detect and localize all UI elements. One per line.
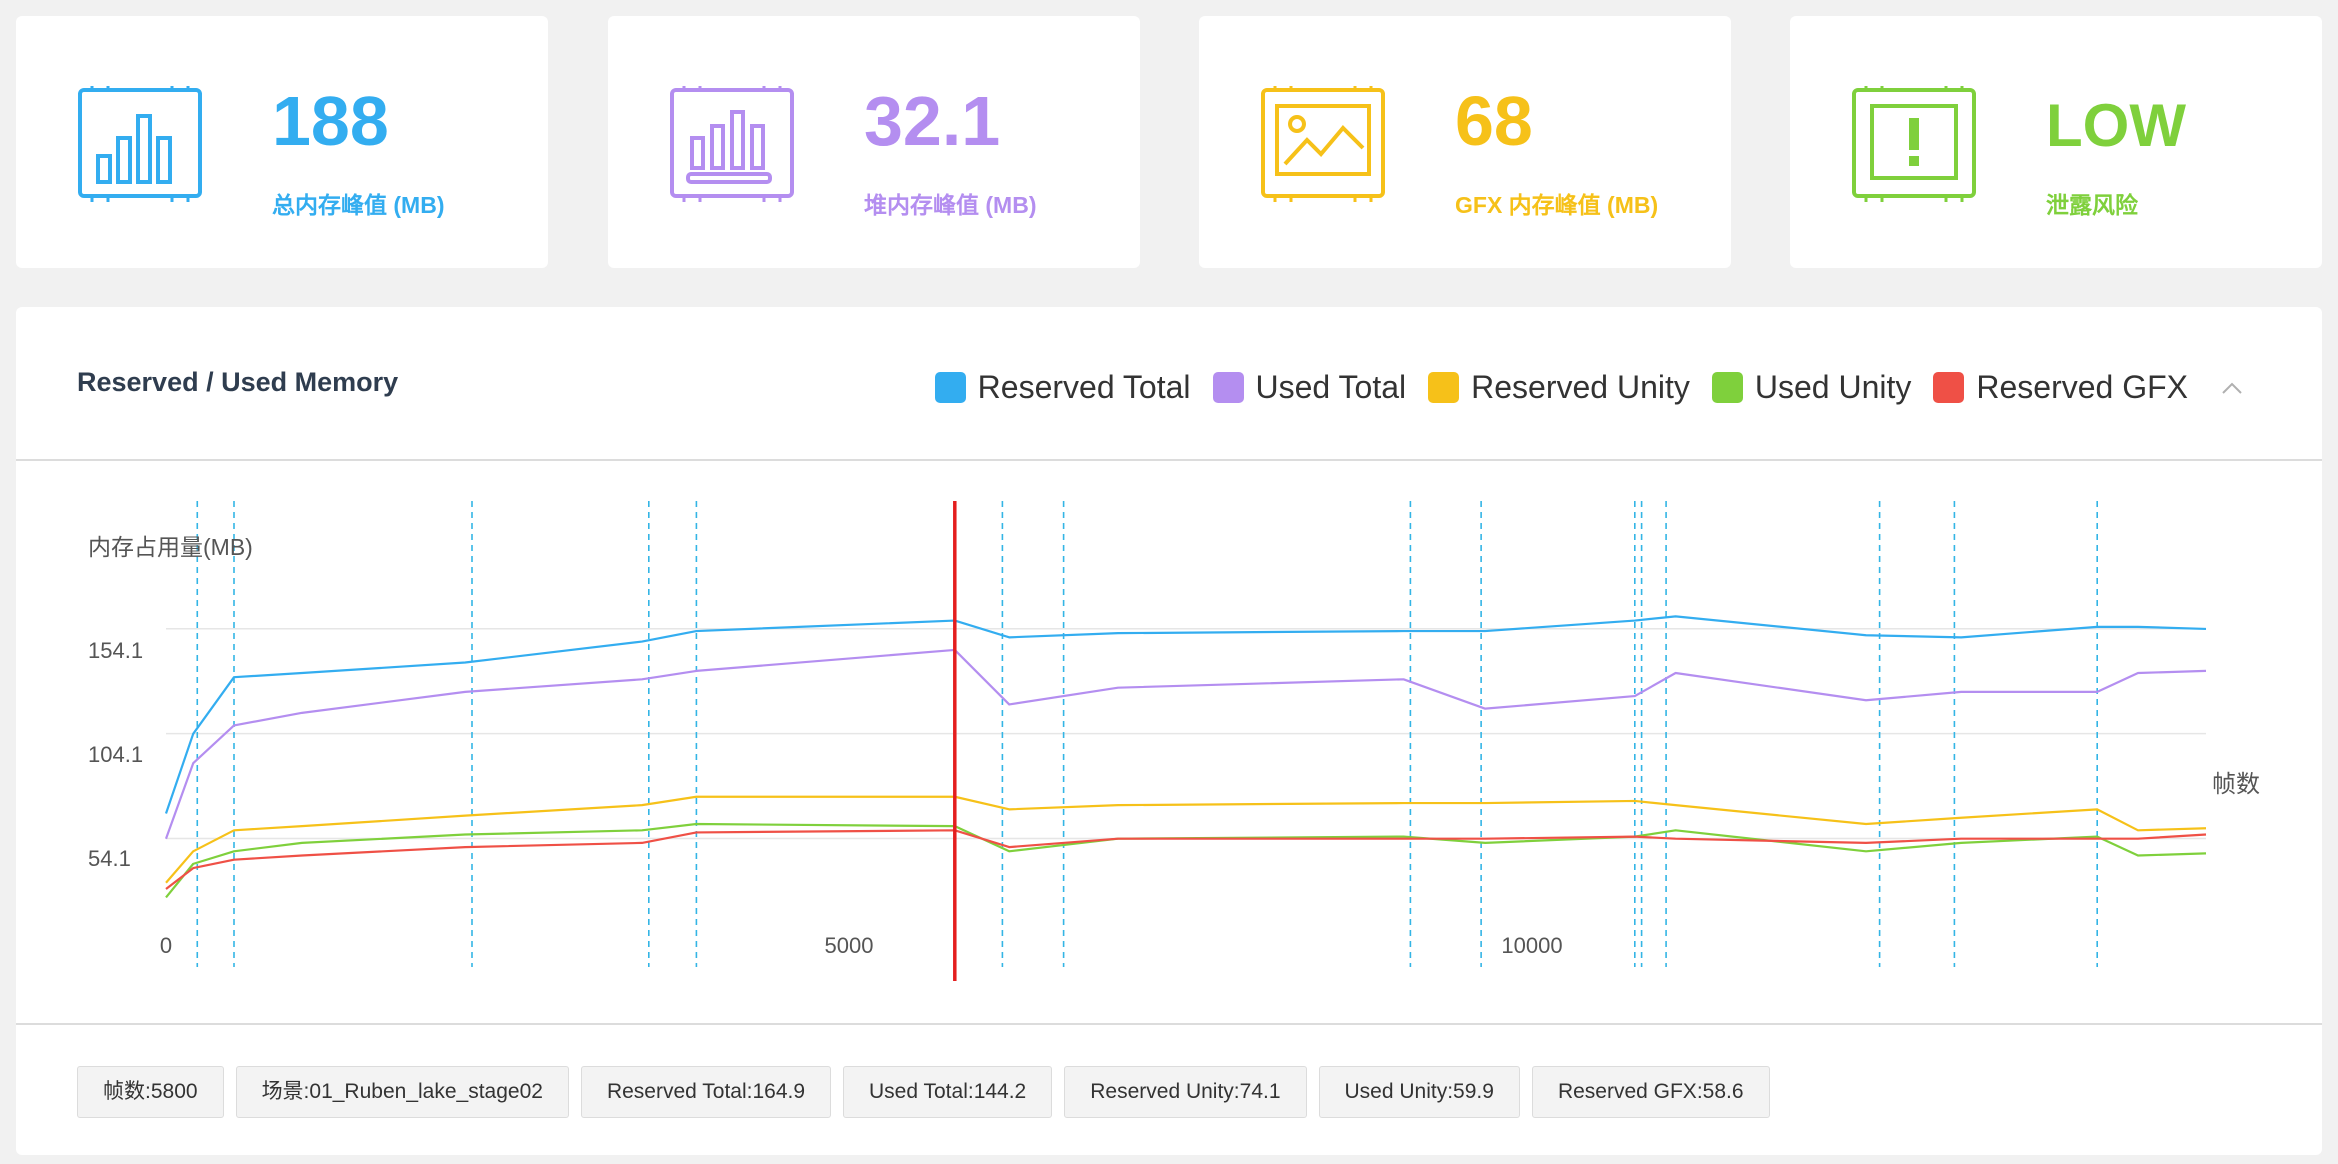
- total-memory-peak-label: 总内存峰值 (MB): [272, 192, 445, 218]
- chart-axes: 内存占用量(MB) 帧数 154.1 104.1 54.1 0 5000 100…: [88, 534, 2260, 958]
- legend-reserved-total[interactable]: Reserved Total: [934, 368, 1191, 406]
- legend-reserved-unity[interactable]: Reserved Unity: [1428, 369, 1690, 406]
- heap-memory-peak-label: 堆内存峰值 (MB): [864, 192, 1037, 218]
- leak-risk-card: LOW 泄露风险: [1790, 16, 2322, 268]
- x-axis-label: 帧数: [2212, 771, 2260, 798]
- gfx-memory-peak-card: 68 GFX 内存峰值 (MB): [1199, 16, 1731, 268]
- legend-swatch: [1212, 371, 1244, 403]
- image-icon: [1261, 86, 1385, 202]
- heap-memory-peak-card: 32.1 堆内存峰值 (MB): [608, 16, 1140, 268]
- heap-chart-icon: [670, 86, 794, 202]
- scene-tag: 场景:01_Ruben_lake_stage02: [235, 1066, 569, 1118]
- leak-risk-label: 泄露风险: [2046, 192, 2138, 218]
- x-tick-label: 0: [160, 933, 172, 958]
- collapse-button[interactable]: [2212, 367, 2252, 407]
- leak-risk-value: LOW: [2046, 92, 2186, 159]
- legend-swatch: [1933, 371, 1965, 403]
- series-line-reserved-gfx: [165, 829, 2207, 890]
- legend-swatch: [1711, 371, 1743, 403]
- y-tick-label: 104.1: [88, 742, 143, 767]
- bar-chart-icon: [78, 86, 202, 202]
- frame-tag: 帧数:5800: [77, 1066, 224, 1118]
- y-tick-label: 54.1: [88, 846, 131, 871]
- legend-used-total[interactable]: Used Total: [1212, 368, 1407, 406]
- header-divider: [16, 459, 2322, 461]
- legend-used-unity[interactable]: Used Unity: [1711, 368, 1912, 406]
- chart-markers: [196, 501, 2098, 967]
- legend-label: Reserved Unity: [1471, 368, 1690, 405]
- gfx-memory-peak-label: GFX 内存峰值 (MB): [1455, 192, 1659, 218]
- legend-swatch: [1428, 371, 1460, 403]
- series-line-reserved-total: [164, 615, 2207, 814]
- warning-icon: [1852, 86, 1976, 202]
- footer-divider: [16, 1023, 2322, 1025]
- series-line-reserved-unity: [165, 795, 2207, 884]
- legend-label: Reserved GFX: [1976, 368, 2188, 405]
- reserved-gfx-tag: Reserved GFX:58.6: [1531, 1066, 1770, 1118]
- total-memory-peak-value: 188: [272, 82, 389, 160]
- memory-chart-panel: Reserved / Used Memory Reserved Total Us…: [16, 307, 2322, 1155]
- chart-legend: Reserved Total Used Total Reserved Unity…: [913, 367, 2188, 407]
- x-tick-label: 10000: [1501, 933, 1562, 958]
- legend-swatch: [934, 371, 966, 403]
- total-memory-peak-card: 188 总内存峰值 (MB): [16, 16, 548, 268]
- heap-memory-peak-value: 32.1: [864, 82, 1001, 160]
- frame-info-tags: 帧数:5800 场景:01_Ruben_lake_stage02 Reserve…: [77, 1066, 1782, 1118]
- series-line-used-total: [164, 648, 2207, 840]
- reserved-total-tag: Reserved Total:164.9: [580, 1066, 832, 1118]
- used-unity-tag: Used Unity:59.9: [1318, 1066, 1520, 1118]
- legend-reserved-gfx[interactable]: Reserved GFX: [1933, 369, 2188, 406]
- chart-series: [164, 615, 2207, 899]
- legend-label: Used Unity: [1754, 368, 1912, 405]
- y-axis-label: 内存占用量(MB): [88, 534, 253, 560]
- used-total-tag: Used Total:144.2: [843, 1066, 1053, 1118]
- x-tick-label: 5000: [825, 933, 874, 958]
- chevron-up-icon: [2222, 382, 2242, 394]
- gfx-memory-peak-value: 68: [1455, 82, 1533, 160]
- reserved-unity-tag: Reserved Unity:74.1: [1064, 1066, 1307, 1118]
- legend-label: Used Total: [1255, 368, 1407, 405]
- memory-line-chart[interactable]: 内存占用量(MB) 帧数 154.1 104.1 54.1 0 5000 100…: [16, 461, 2322, 999]
- panel-title: Reserved / Used Memory: [77, 367, 399, 397]
- legend-label: Reserved Total: [977, 368, 1191, 405]
- y-tick-label: 154.1: [88, 638, 143, 663]
